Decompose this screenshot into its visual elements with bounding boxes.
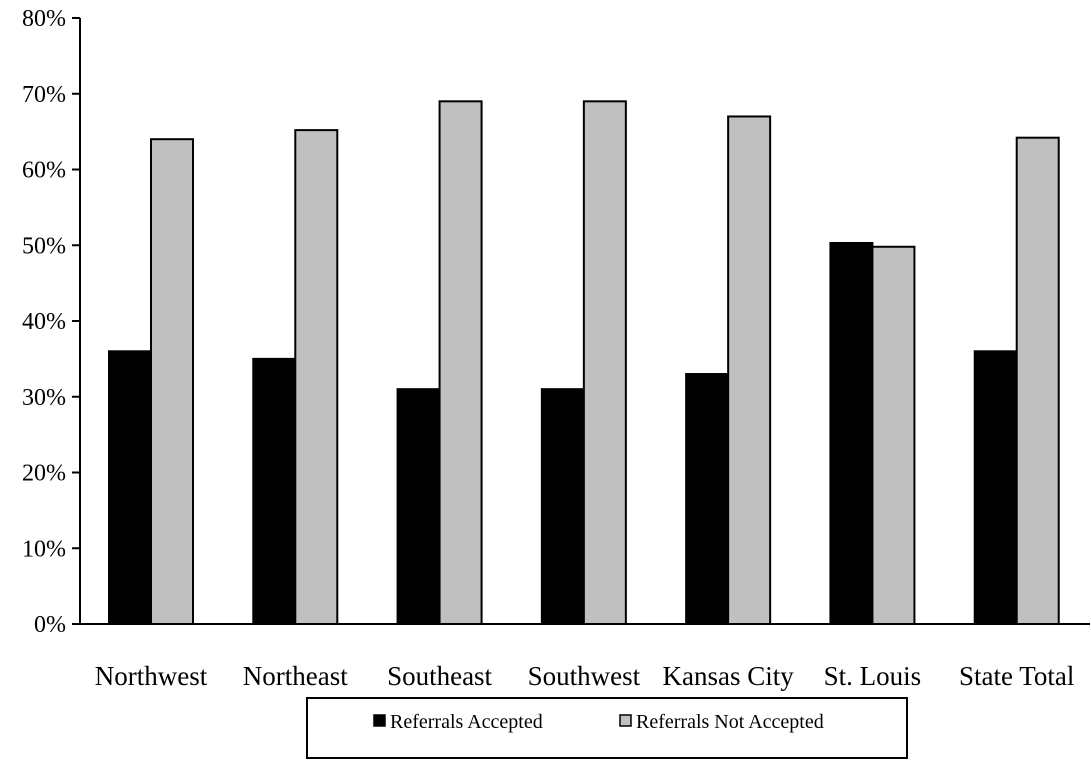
bar-referrals-accepted <box>396 388 441 625</box>
y-tick-label: 30% <box>22 385 66 411</box>
bar-referrals-not-accepted <box>294 129 339 626</box>
bar-referrals-accepted <box>685 373 730 625</box>
y-axis-ticks: 0% 10% 20% 30% 40% 50% 60% 70% 80% <box>22 6 80 638</box>
bar-referrals-accepted <box>829 241 874 625</box>
y-tick-label: 70% <box>22 82 66 108</box>
y-tick-label: 40% <box>22 309 66 335</box>
x-category-label: Northeast <box>243 661 348 691</box>
x-category-label: Kansas City <box>663 661 795 691</box>
bar-referrals-accepted <box>108 350 152 625</box>
x-category-label: St. Louis <box>824 661 922 691</box>
bar-referrals-not-accepted <box>1015 136 1060 625</box>
bar-referrals-not-accepted <box>150 138 194 625</box>
x-category-label: Southeast <box>387 661 492 691</box>
y-tick-label: 0% <box>34 612 66 638</box>
bar-referrals-accepted <box>540 388 585 625</box>
x-category-label: Northwest <box>95 661 208 691</box>
x-axis-labels: Northwest Northeast Southeast Southwest Kans… <box>95 661 1075 691</box>
x-category-label: Southwest <box>528 661 641 691</box>
legend-label: Referrals Accepted <box>390 711 543 733</box>
y-tick-label: 80% <box>22 6 66 32</box>
bar-referrals-accepted <box>973 350 1018 625</box>
bar-referrals-not-accepted <box>727 115 772 625</box>
bar-referrals-accepted <box>252 357 297 625</box>
x-category-label: State Total <box>959 661 1074 691</box>
y-tick-label: 20% <box>22 461 66 487</box>
bar-referrals-not-accepted <box>438 100 483 625</box>
legend-swatch <box>373 714 386 727</box>
bar-referrals-not-accepted <box>871 245 916 625</box>
legend-box <box>306 697 908 759</box>
legend: Referrals Accepted Referrals Not Accepted <box>306 697 908 759</box>
y-tick-label: 60% <box>22 158 66 184</box>
legend-swatch <box>619 714 632 727</box>
bar-referrals-not-accepted <box>582 100 627 625</box>
y-tick-label: 10% <box>22 536 66 562</box>
legend-label: Referrals Not Accepted <box>636 711 824 733</box>
y-tick-label: 50% <box>22 233 66 259</box>
bars <box>108 100 1060 626</box>
